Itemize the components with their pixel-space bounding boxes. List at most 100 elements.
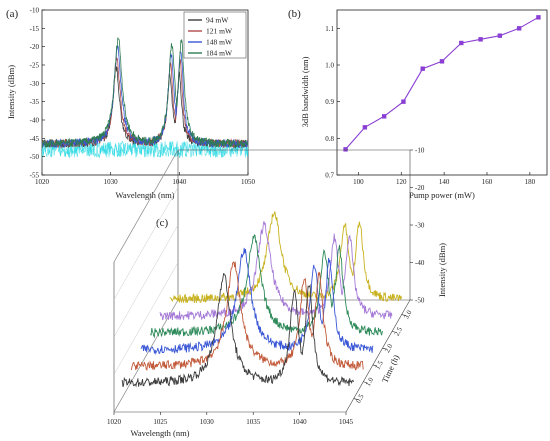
panel-a-label: (a) bbox=[6, 8, 19, 20]
panel-c-grid-line bbox=[113, 187, 179, 300]
panel-a-y-tick-label: -40 bbox=[30, 117, 40, 125]
panel-b-series bbox=[343, 15, 541, 152]
panel-c-time-tick-mark bbox=[372, 364, 377, 367]
panel-a-y-tick-label: -35 bbox=[30, 98, 40, 106]
panel-c-floor-right bbox=[345, 299, 411, 413]
panel-c-time-tick-mark bbox=[363, 381, 368, 384]
panel-b-point bbox=[459, 40, 464, 46]
panel-b-point bbox=[381, 114, 387, 119]
panel-a-y-tick-label: -15 bbox=[30, 25, 40, 33]
panel-b-point bbox=[516, 26, 522, 31]
panel-a-legend-entry: 148 mW bbox=[206, 38, 233, 47]
panel-c-x-axis-label: Wavelength (nm) bbox=[130, 428, 189, 438]
panel-a-y-tick-label: -10 bbox=[30, 7, 40, 15]
panel-b-line bbox=[345, 16, 539, 150]
panel-c-series-2 bbox=[140, 247, 374, 356]
panel-a-y-tick-label: -20 bbox=[30, 43, 40, 51]
panel-c-grid-line bbox=[113, 149, 179, 263]
panel-c-y-axis-label: Intensity (dBm) bbox=[437, 243, 447, 297]
panel-b-x-ticks: 100 120 140 160 180 bbox=[353, 172, 536, 186]
panel-c-time-tick-mark bbox=[382, 347, 387, 350]
panel-b-x-tick-label: 140 bbox=[439, 178, 450, 186]
panel-c-x-tick-label: 1025 bbox=[153, 418, 168, 426]
panel-c-series-5 bbox=[169, 211, 403, 304]
panel-a-series-3 bbox=[41, 37, 248, 148]
panel-b: (b) 100 120 140 160 180 0.7 0.8 0.9 1.0 1.1 Pump… bbox=[288, 8, 548, 200]
panel-a-y-axis-label: Intensity (dBm) bbox=[6, 65, 16, 119]
panel-b-point bbox=[439, 59, 445, 64]
panel-b-x-tick-label: 100 bbox=[353, 178, 364, 186]
panel-c-3d-frame bbox=[113, 149, 411, 413]
panel-c-x-tick-label: 1040 bbox=[293, 418, 308, 426]
panel-a-noise-band bbox=[41, 140, 249, 159]
panel-a-y-tick-label: -30 bbox=[30, 80, 40, 88]
panel-c-label: (c) bbox=[156, 217, 169, 229]
panel-b-point bbox=[497, 33, 503, 38]
panel-a-y-tick-label: -25 bbox=[30, 62, 40, 70]
panel-c-grid-line bbox=[113, 224, 179, 338]
panel-b-plot-frame bbox=[336, 9, 548, 176]
panel-b-y-tick-label: 1.1 bbox=[325, 25, 334, 33]
panel-b-point bbox=[362, 125, 368, 130]
panel-c-time-tick-label: 1.0 bbox=[364, 376, 375, 388]
panel-a-series bbox=[41, 37, 249, 150]
panel-a-series-2 bbox=[41, 45, 249, 149]
panel-c-x-tick-label: 1045 bbox=[339, 418, 354, 426]
panel-c-time-tick-label: 0.5 bbox=[354, 393, 365, 405]
panel-a-x-tick-label: 1020 bbox=[35, 178, 50, 186]
panel-b-x-tick-label: 180 bbox=[525, 178, 536, 186]
panel-c-time-axis-label: Time (h) bbox=[379, 353, 401, 384]
panel-c-series-4 bbox=[159, 221, 393, 321]
panel-c-time-ticks: 0.5 1.0 1.5 2.0 2.5 3.0 bbox=[353, 309, 414, 405]
panel-a-y-tick-label: -45 bbox=[30, 135, 40, 143]
panel-c-time-tick-label: 2.0 bbox=[383, 342, 394, 354]
panel-c-series-3 bbox=[150, 233, 383, 339]
panel-a-y-ticks: -55 -50 -45 -40 -35 -30 -25 -20 -15 -10 bbox=[30, 7, 45, 180]
panel-a-plot-frame bbox=[41, 9, 249, 176]
panel-a-legend-entry: 184 mW bbox=[206, 49, 233, 58]
panel-a-x-tick-label: 1030 bbox=[104, 178, 119, 186]
panel-a-series-0 bbox=[41, 65, 249, 150]
panel-b-point bbox=[478, 37, 483, 42]
panel-b-label: (b) bbox=[288, 8, 301, 20]
panel-b-y-tick-label: 1.0 bbox=[325, 62, 334, 70]
panel-c-x-tick-label: 1020 bbox=[107, 418, 122, 426]
panel-c-series-1 bbox=[130, 261, 364, 371]
panel-a-x-tick-label: 1040 bbox=[172, 178, 187, 186]
panel-c-grid-line bbox=[113, 262, 179, 375]
panel-c-series-0 bbox=[121, 273, 355, 388]
panel-a-series-1 bbox=[41, 57, 249, 149]
panel-b-y-tick-label: 0.7 bbox=[325, 172, 334, 180]
panel-c-x-tick-label: 1035 bbox=[246, 418, 261, 426]
panel-c-time-tick-mark bbox=[353, 398, 358, 400]
panel-b-x-axis-label: Pump power (mW) bbox=[409, 190, 475, 200]
panel-c-x-tick-label: 1030 bbox=[200, 418, 215, 426]
panel-a: (a) 1020 1030 1040 1050 -55-50-45-40-35-30-… bbox=[6, 7, 256, 201]
panel-c-z-tick-label: -40 bbox=[415, 259, 425, 267]
panel-a-x-tick-label: 1050 bbox=[241, 178, 256, 186]
panel-c-intensity-ticks: -50 -40 -30 -20 -10 bbox=[410, 147, 425, 305]
panel-c-x-ticks: 1020 1025 1030 1035 1040 1045 bbox=[107, 412, 354, 426]
panel-a-x-ticks: 1020 1030 1040 1050 bbox=[35, 172, 256, 186]
panel-b-point bbox=[536, 15, 541, 20]
panel-c-series bbox=[121, 211, 403, 388]
panel-c-z-tick-label: -50 bbox=[415, 297, 425, 305]
panel-b-point bbox=[401, 99, 406, 104]
panel-a-y-tick-label: -55 bbox=[30, 172, 40, 180]
panel-a-legend-entry: 121 mW bbox=[206, 27, 233, 36]
panel-a-legend-entry: 94 mW bbox=[206, 16, 229, 25]
panel-c-time-tick-label: 2.5 bbox=[393, 325, 404, 337]
panel-b-x-tick-label: 160 bbox=[482, 178, 493, 186]
panel-b-y-tick-label: 0.9 bbox=[325, 98, 334, 106]
panel-a-noise-bands bbox=[41, 140, 249, 159]
panel-c-time-tick-mark bbox=[401, 314, 406, 316]
panel-b-point bbox=[420, 66, 425, 71]
panel-c-z-tick-label: -30 bbox=[415, 222, 425, 230]
panel-c-time-tick-label: 1.5 bbox=[374, 359, 385, 371]
panel-b-y-axis-label: 3dB bandwidth (nm) bbox=[300, 56, 310, 127]
panel-c-grid-line bbox=[113, 299, 179, 413]
panel-c-time-tick-label: 3.0 bbox=[402, 309, 413, 321]
panel-c-z-tick-label: -20 bbox=[415, 184, 425, 192]
panel-a-y-tick-label: -50 bbox=[30, 153, 40, 161]
